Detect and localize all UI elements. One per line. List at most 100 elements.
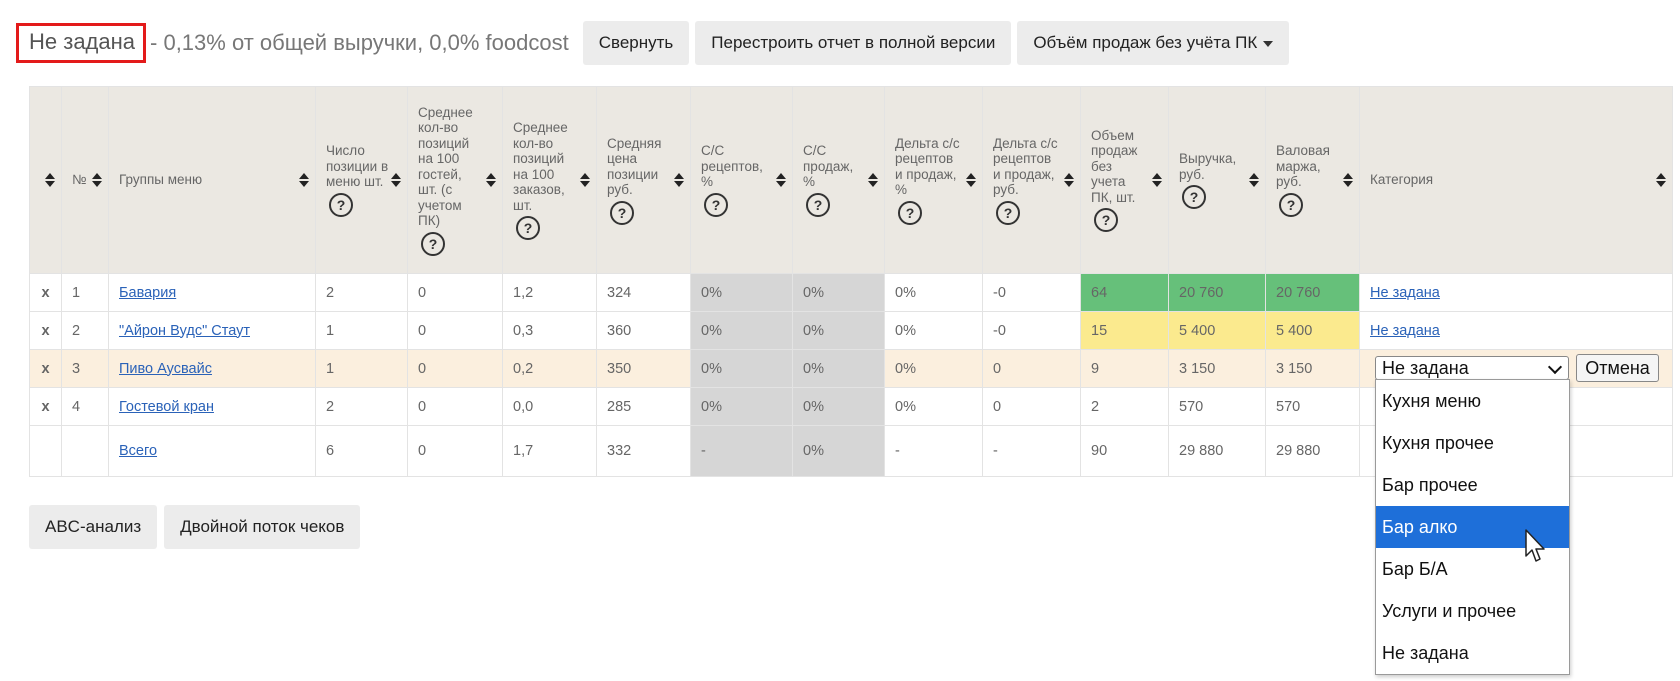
- abc-analysis-button[interactable]: ABC-анализ: [29, 505, 158, 549]
- col-header-cc-sales[interactable]: С/С продаж, %?: [792, 86, 885, 274]
- dropdown-option[interactable]: Бар прочее: [1382, 475, 1478, 495]
- cell-volume: 64: [1080, 273, 1169, 312]
- cell-margin: 570: [1265, 387, 1360, 426]
- cell-margin: 20 760: [1265, 273, 1360, 312]
- caret-down-icon: [1263, 41, 1274, 47]
- cell-cc-sales: 0%: [792, 387, 885, 426]
- remove-row-button[interactable]: x: [29, 311, 62, 350]
- col-header-remove[interactable]: [29, 86, 62, 274]
- mouse-pointer-icon: [1525, 529, 1545, 562]
- col-header-delta-rub[interactable]: Дельта с/с рецептов и продаж, руб.?: [982, 86, 1081, 274]
- remove-row-button[interactable]: x: [29, 273, 62, 312]
- help-icon[interactable]: ?: [329, 192, 353, 217]
- cell-delta-pct: 0%: [884, 273, 983, 312]
- cell-delta-rub: -0: [982, 273, 1081, 312]
- col-header-avg-orders[interactable]: Среднее кол-во позиций на 100 заказов, ш…: [502, 86, 597, 274]
- help-icon[interactable]: ?: [516, 216, 540, 240]
- collapse-button[interactable]: Свернуть: [582, 21, 690, 65]
- total-revenue: 29 880: [1168, 425, 1266, 477]
- help-icon[interactable]: ?: [1182, 185, 1206, 209]
- row-num: 1: [61, 273, 109, 312]
- category-select[interactable]: Не задана: [1375, 356, 1569, 380]
- cell-count: 2: [315, 387, 408, 426]
- sort-icon[interactable]: [45, 172, 55, 188]
- sort-icon[interactable]: [299, 172, 309, 188]
- table-row-editing: x 3 Пиво Аусвайс 1 0 0,2 350 0% 0% 0% 0 …: [29, 349, 1673, 388]
- remove-row-button[interactable]: x: [29, 387, 62, 426]
- help-icon[interactable]: ?: [1094, 208, 1118, 233]
- menu-group-link[interactable]: Пиво Аусвайс: [119, 360, 212, 377]
- bottom-toolbar: ABC-анализ Двойной поток чеков: [29, 505, 367, 549]
- category-select-value: Не задана: [1382, 358, 1469, 378]
- sort-icon[interactable]: [1343, 172, 1353, 188]
- menu-group-link[interactable]: Бавария: [119, 284, 177, 301]
- category-link[interactable]: Не задана: [1370, 284, 1440, 301]
- cell-count: 1: [315, 349, 408, 388]
- sort-icon[interactable]: [92, 172, 102, 188]
- col-header-avg-guests[interactable]: Среднее кол-во позиций на 100 гостей, шт…: [407, 86, 503, 274]
- cell-avg-price: 285: [596, 387, 691, 426]
- cell-delta-rub: 0: [982, 387, 1081, 426]
- menu-group-link[interactable]: "Айрон Вудс" Стаут: [119, 322, 250, 339]
- col-header-volume[interactable]: Объем продаж без учета ПК, шт.?: [1080, 86, 1169, 274]
- col-header-delta-pct[interactable]: Дельта с/с рецептов и продаж, %?: [884, 86, 983, 274]
- sort-icon[interactable]: [391, 172, 401, 188]
- sort-icon[interactable]: [1152, 172, 1162, 188]
- total-cc-recipes: -: [690, 425, 793, 477]
- remove-row-button[interactable]: x: [29, 349, 62, 388]
- col-header-cc-recipes[interactable]: С/С рецептов, %?: [690, 86, 793, 274]
- menu-group-link[interactable]: Гостевой кран: [119, 398, 214, 415]
- col-header-num[interactable]: №: [61, 86, 109, 274]
- total-link[interactable]: Всего: [119, 443, 158, 459]
- help-icon[interactable]: ?: [806, 192, 830, 217]
- dropdown-option[interactable]: Услуги и прочее: [1382, 601, 1517, 621]
- sort-icon[interactable]: [674, 172, 684, 188]
- col-header-count[interactable]: Число позиции в меню шт.?: [315, 86, 408, 274]
- help-icon[interactable]: ?: [421, 231, 445, 256]
- double-check-flow-button[interactable]: Двойной поток чеков: [164, 505, 361, 549]
- cell-avg-orders: 1,2: [502, 273, 597, 312]
- table-header-row: № Группы меню Число позиции в меню шт.? …: [29, 86, 1673, 274]
- menu-groups-table: № Группы меню Число позиции в меню шт.? …: [29, 86, 1673, 477]
- help-icon[interactable]: ?: [898, 200, 922, 225]
- sort-icon[interactable]: [580, 172, 590, 188]
- category-dropdown-list: Кухня меню Кухня прочее Бар прочее Бар а…: [1375, 379, 1570, 675]
- help-icon[interactable]: ?: [996, 200, 1020, 225]
- sort-icon[interactable]: [1249, 172, 1259, 188]
- cancel-button[interactable]: Отмена: [1576, 354, 1659, 382]
- volume-mode-dropdown-button[interactable]: Объём продаж без учёта ПК: [1017, 21, 1290, 65]
- category-link[interactable]: Не задана: [1370, 322, 1440, 339]
- rebuild-full-report-button[interactable]: Перестроить отчет в полной версии: [695, 21, 1012, 65]
- col-header-revenue[interactable]: Выручка, руб.?: [1168, 86, 1266, 274]
- col-header-margin[interactable]: Валовая маржа, руб.?: [1265, 86, 1360, 274]
- sort-icon[interactable]: [1656, 172, 1666, 188]
- dropdown-option[interactable]: Кухня меню: [1382, 391, 1481, 411]
- cell-cc-recipes: 0%: [690, 349, 793, 388]
- col-header-category[interactable]: Категория: [1359, 86, 1673, 274]
- cell-delta-pct: 0%: [884, 387, 983, 426]
- dropdown-option[interactable]: Кухня прочее: [1382, 433, 1494, 453]
- cell-count: 2: [315, 273, 408, 312]
- sort-icon[interactable]: [1064, 172, 1074, 188]
- cell-avg-guests: 0: [407, 273, 503, 312]
- col-header-group[interactable]: Группы меню: [108, 86, 316, 274]
- help-icon[interactable]: ?: [704, 192, 728, 217]
- help-icon[interactable]: ?: [1279, 192, 1303, 217]
- sort-icon[interactable]: [486, 172, 496, 188]
- sort-icon[interactable]: [868, 172, 878, 188]
- col-header-avg-price[interactable]: Средняя цена позиции руб.?: [596, 86, 691, 274]
- total-avg-orders: 1,7: [502, 425, 597, 477]
- sort-icon[interactable]: [966, 172, 976, 188]
- table-row: x 4 Гостевой кран 2 0 0,0 285 0% 0% 0% 0…: [29, 387, 1673, 426]
- cell-delta-pct: 0%: [884, 311, 983, 350]
- row-num: 4: [61, 387, 109, 426]
- chevron-down-icon: [1547, 359, 1563, 375]
- sort-icon[interactable]: [776, 172, 786, 188]
- cell-cc-recipes: 0%: [690, 273, 793, 312]
- dropdown-option[interactable]: Бар Б/А: [1382, 559, 1448, 579]
- cell-revenue: 5 400: [1168, 311, 1266, 350]
- dropdown-option[interactable]: Не задана: [1382, 643, 1469, 663]
- cell-avg-orders: 0,3: [502, 311, 597, 350]
- help-icon[interactable]: ?: [610, 200, 634, 225]
- report-title-category: Не задана: [29, 29, 136, 54]
